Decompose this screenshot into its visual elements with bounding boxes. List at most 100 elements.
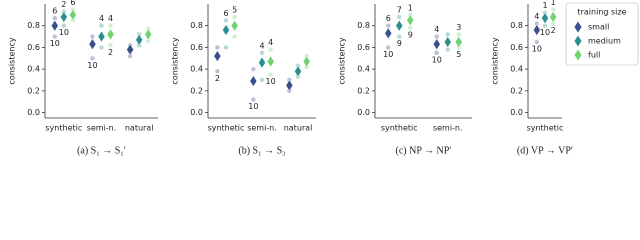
run-dot [408, 25, 413, 31]
run-dot [386, 23, 391, 28]
x-tick-label: natural [284, 124, 313, 133]
run-dot [146, 38, 151, 44]
mean-diamond [384, 27, 393, 40]
run-dot [259, 77, 265, 83]
legend-marker [574, 21, 582, 33]
mean-diamond [432, 38, 441, 51]
y-tick-label: 0.2 [510, 86, 523, 95]
legend-label: small [588, 23, 609, 32]
run-dot [550, 7, 556, 12]
run-label: 10 [432, 55, 442, 64]
y-tick-label: 0.4 [27, 65, 40, 74]
y-tick-label: 0.8 [357, 21, 370, 30]
y-tick-label: 0.0 [190, 108, 203, 117]
run-dot [542, 23, 548, 28]
mean-diamond [258, 56, 266, 69]
y-tick-label: 0.6 [510, 43, 523, 52]
run-dot [99, 23, 104, 28]
y-tick-label: 0.0 [27, 108, 40, 117]
mean-diamond [533, 24, 541, 37]
run-label: 6 [386, 14, 391, 23]
run-dot [251, 97, 256, 102]
run-dot [90, 34, 95, 39]
run-dot [550, 21, 556, 26]
run-label: 1 [551, 0, 556, 7]
run-dot [397, 14, 402, 20]
mean-diamond [294, 65, 302, 78]
run-label: 9 [408, 30, 413, 39]
y-tick-label: 0.6 [190, 43, 203, 52]
run-label: 6 [70, 0, 75, 7]
run-label: 2 [61, 0, 66, 9]
run-dot [232, 14, 237, 20]
run-label: 10 [50, 39, 60, 48]
run-dot [108, 23, 113, 28]
run-dot [445, 32, 450, 37]
y-tick-label: 0.0 [510, 108, 523, 117]
legend-box [565, 2, 639, 66]
run-dot [127, 53, 133, 59]
mean-diamond [302, 55, 311, 68]
caption: (a) S₁ → S₁′ [77, 145, 126, 156]
mean-diamond [135, 33, 143, 46]
run-dot [268, 72, 273, 77]
run-dot [232, 34, 237, 39]
mean-diamond [106, 28, 115, 41]
caption: (d) VP → VP′ [517, 145, 573, 156]
run-dot [534, 21, 540, 26]
run-label: 5 [456, 50, 461, 59]
run-dot [223, 18, 229, 23]
y-tick-label: 0.8 [27, 21, 40, 30]
run-label: 4 [268, 38, 273, 47]
y-axis-label: consistency [8, 37, 17, 84]
run-label: 1 [408, 3, 413, 12]
caption: (c) NP → NP′ [396, 145, 452, 156]
mean-diamond [443, 36, 452, 48]
run-label: 10 [266, 77, 276, 86]
run-label: 10 [59, 28, 69, 37]
y-tick-label: 0.4 [190, 65, 203, 74]
mean-diamond [230, 19, 239, 32]
run-label: 4 [259, 41, 264, 50]
y-tick-label: 0.4 [357, 65, 370, 74]
x-tick-label: semi-n. [87, 124, 117, 133]
run-label: 3 [456, 23, 461, 32]
caption: (b) S₁ → S₃ [238, 145, 285, 156]
run-label: 4 [108, 14, 113, 23]
run-label: 2 [108, 48, 113, 57]
mean-diamond [88, 38, 97, 51]
mean-diamond [249, 75, 258, 88]
y-tick-label: 0.2 [27, 86, 40, 95]
y-tick-label: 0.0 [357, 108, 370, 117]
x-tick-label: synthetic [527, 124, 564, 133]
run-label: 10 [540, 28, 550, 37]
run-dot [61, 23, 67, 28]
y-tick-label: 0.6 [357, 43, 370, 52]
run-dot [223, 45, 229, 50]
run-dot [386, 45, 391, 50]
x-tick-label: synthetic [208, 124, 245, 133]
run-dot [434, 34, 439, 39]
figure: 0.0 0.2 0.4 0.6 0.8 consistency synthetic semi-… [8, 0, 639, 156]
run-label: 6 [223, 9, 228, 18]
x-tick-label: synthetic [381, 124, 418, 133]
x-tick-label: semi-n. [433, 124, 463, 133]
mean-diamond [549, 11, 557, 23]
run-dot [259, 50, 265, 56]
run-dot [251, 66, 256, 72]
run-label: 1 [542, 1, 547, 10]
mean-diamond [541, 12, 549, 25]
run-dot [215, 69, 220, 74]
mean-diamond [126, 43, 134, 56]
legend-label: medium [588, 37, 621, 46]
run-label: 6 [52, 7, 57, 16]
y-tick-label: 0.8 [510, 21, 523, 30]
run-dot [434, 50, 439, 56]
run-label: 10 [383, 50, 393, 59]
y-axis-label: consistency [338, 37, 347, 84]
run-dot [268, 47, 273, 52]
x-tick-label: natural [125, 124, 154, 133]
run-label: 4 [99, 14, 104, 23]
run-label: 10 [532, 45, 542, 54]
mean-diamond [97, 30, 106, 43]
